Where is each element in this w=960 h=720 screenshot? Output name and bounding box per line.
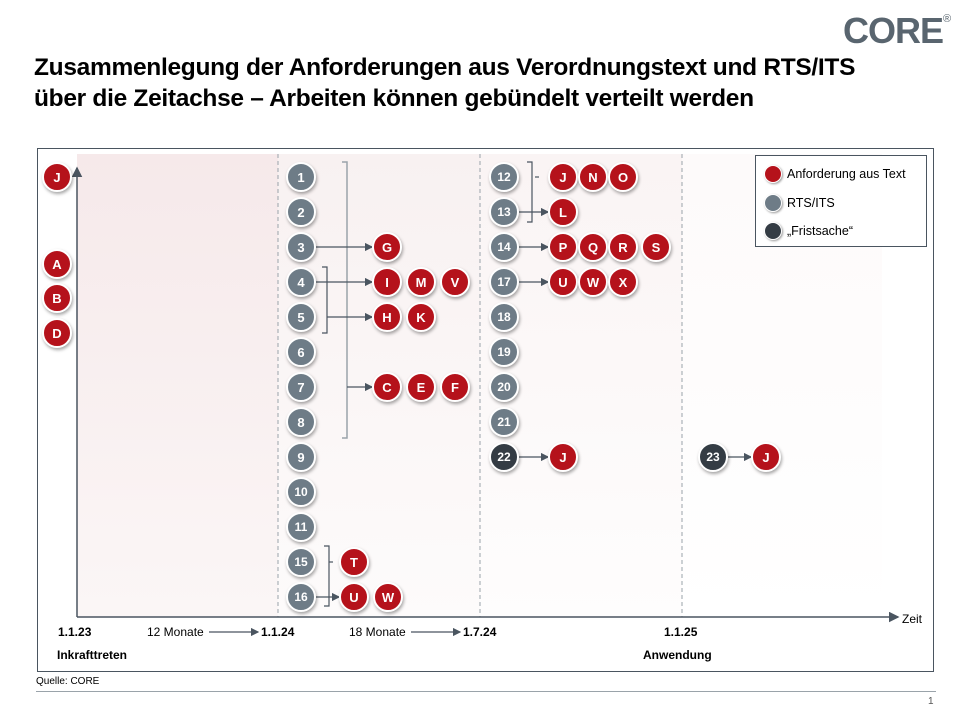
legend-label: „Fristsache“ (787, 224, 853, 238)
legend: Anforderung aus Text RTS/ITS „Fristsache… (755, 155, 927, 247)
requirement-node: X (608, 267, 638, 297)
tick-date: 1.7.24 (463, 625, 497, 639)
source-note: Quelle: CORE (36, 676, 100, 687)
bracket-1-8 (342, 161, 348, 439)
requirement-node: O (608, 162, 638, 192)
rts-its-node: 2 (286, 197, 316, 227)
rts-its-node: 3 (286, 232, 316, 262)
requirement-node: J (548, 162, 578, 192)
requirement-node: G (372, 232, 402, 262)
grey-dot-icon (764, 194, 782, 212)
deadline-node: 23 (698, 442, 728, 472)
legend-item-text: Anforderung aus Text (764, 165, 906, 183)
logo-text: CORE (843, 10, 944, 51)
rts-its-node: 14 (489, 232, 519, 262)
requirement-node: J (42, 162, 72, 192)
requirement-node: K (406, 302, 436, 332)
requirement-node: A (42, 249, 72, 279)
page-title: Zusammenlegung der Anforderungen aus Ver… (34, 52, 855, 114)
tick-date: 1.1.23 (58, 625, 92, 639)
rts-its-node: 5 (286, 302, 316, 332)
registered-mark: ® (943, 13, 951, 25)
tick-sub: Anwendung (643, 648, 712, 662)
page-number: 1 (928, 696, 934, 707)
requirement-node: H (372, 302, 402, 332)
tick-date: 1.1.24 (261, 625, 295, 639)
rts-its-node: 18 (489, 302, 519, 332)
requirement-node: V (440, 267, 470, 297)
dark-dot-icon (764, 222, 782, 240)
requirement-node: Q (578, 232, 608, 262)
requirement-node: U (339, 582, 369, 612)
rts-its-node: 10 (286, 477, 316, 507)
tick-sub: Inkrafttreten (57, 648, 128, 662)
bracket-4-5 (322, 266, 328, 334)
title-line-1: Zusammenlegung der Anforderungen aus Ver… (34, 54, 856, 81)
red-dot-icon (764, 165, 782, 183)
x-axis-label: Zeit (902, 612, 923, 626)
legend-item-deadline: „Fristsache“ (764, 222, 853, 240)
legend-label: RTS/ITS (787, 196, 835, 210)
rts-its-node: 6 (286, 337, 316, 367)
rts-its-node: 1 (286, 162, 316, 192)
requirement-node: W (578, 267, 608, 297)
rts-its-node: 12 (489, 162, 519, 192)
rts-its-node: 11 (286, 512, 316, 542)
rts-its-node: 15 (286, 547, 316, 577)
tick-interval: 12 Monate (147, 625, 204, 639)
title-line-2: über die Zeitachse – Arbeiten können geb… (34, 85, 754, 112)
requirement-node: I (372, 267, 402, 297)
requirement-node: F (440, 372, 470, 402)
requirement-node: E (406, 372, 436, 402)
footer-divider (36, 691, 936, 692)
deadline-node: 22 (489, 442, 519, 472)
requirement-node: D (42, 318, 72, 348)
requirement-node: L (548, 197, 578, 227)
requirement-node: T (339, 547, 369, 577)
requirement-node: J (751, 442, 781, 472)
rts-its-node: 4 (286, 267, 316, 297)
core-logo: CORE® (843, 10, 951, 52)
diagram-frame (37, 148, 934, 672)
rts-its-node: 20 (489, 372, 519, 402)
rts-its-node: 9 (286, 442, 316, 472)
period-band-1 (77, 154, 278, 617)
rts-its-node: 16 (286, 582, 316, 612)
requirement-node: C (372, 372, 402, 402)
bracket-12-13 (527, 161, 533, 223)
rts-its-node: 19 (489, 337, 519, 367)
requirement-node: M (406, 267, 436, 297)
legend-label: Anforderung aus Text (787, 167, 906, 181)
rts-its-node: 17 (489, 267, 519, 297)
bracket-15-16 (324, 545, 330, 607)
rts-its-node: 7 (286, 372, 316, 402)
tick-interval: 18 Monate (349, 625, 406, 639)
requirement-node: B (42, 283, 72, 313)
requirement-node: R (608, 232, 638, 262)
rts-its-node: 8 (286, 407, 316, 437)
rts-its-node: 21 (489, 407, 519, 437)
requirement-node: N (578, 162, 608, 192)
requirement-node: P (548, 232, 578, 262)
rts-its-node: 13 (489, 197, 519, 227)
requirement-node: S (641, 232, 671, 262)
requirement-node: U (548, 267, 578, 297)
requirement-node: J (548, 442, 578, 472)
tick-date: 1.1.25 (664, 625, 698, 639)
legend-item-rts: RTS/ITS (764, 194, 835, 212)
requirement-node: W (373, 582, 403, 612)
